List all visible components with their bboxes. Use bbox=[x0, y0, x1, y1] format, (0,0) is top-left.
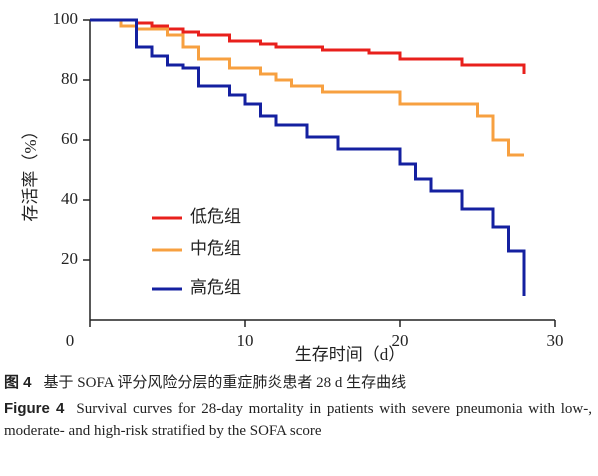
y-tick-label: 100 bbox=[53, 9, 79, 28]
survival-curve bbox=[90, 18, 524, 157]
caption-label: Figure 4 bbox=[4, 400, 65, 417]
caption-label: 图 4 bbox=[4, 374, 32, 391]
y-tick-label: 20 bbox=[61, 249, 78, 268]
x-tick-label: 30 bbox=[547, 331, 564, 350]
caption-text: Survival curves for 28-day mortality in … bbox=[4, 401, 592, 439]
x-tick-label: 20 bbox=[392, 331, 409, 350]
x-tick-label: 10 bbox=[237, 331, 254, 350]
y-axis-label: 存活率（%） bbox=[21, 122, 40, 221]
legend-label: 中危组 bbox=[190, 239, 241, 258]
y-tick-label: 60 bbox=[61, 129, 78, 148]
caption-en: Figure 4 Survival curves for 28-day morta… bbox=[4, 398, 592, 442]
y-tick-label: 40 bbox=[61, 189, 78, 208]
x-tick-label: 0 bbox=[66, 331, 75, 350]
survival-curve bbox=[90, 18, 526, 74]
y-tick-label: 80 bbox=[61, 69, 78, 88]
caption-text: 基于 SOFA 评分风险分层的重症肺炎患者 28 d 生存曲线 bbox=[43, 375, 407, 391]
chart: 生存时间（d） 存活率（%） 20 40 60 80 100 0 10 20 30 低危组中危组高… bbox=[21, 9, 564, 364]
legend-label: 高危组 bbox=[190, 278, 241, 297]
x-axis-label: 生存时间（d） bbox=[295, 345, 406, 364]
survival-curve bbox=[90, 18, 526, 296]
legend-label: 低危组 bbox=[190, 207, 241, 226]
caption-zh: 图 4 基于 SOFA 评分风险分层的重症肺炎患者 28 d 生存曲线 bbox=[4, 372, 592, 394]
